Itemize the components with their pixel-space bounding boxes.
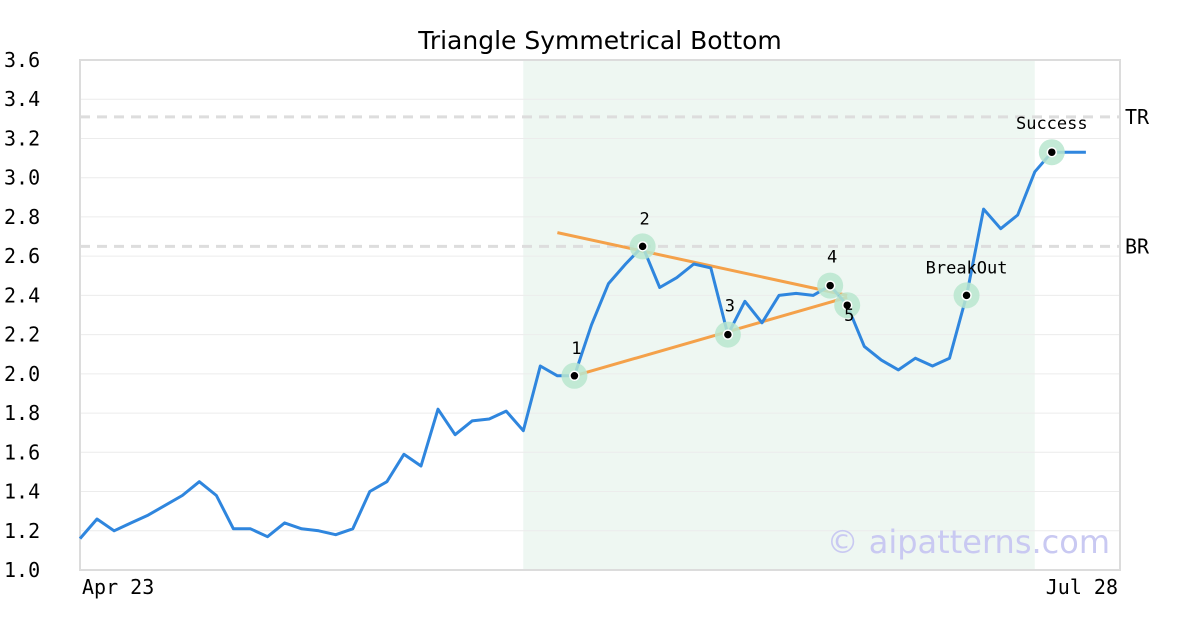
y-tick-label: 1.6 — [4, 440, 40, 464]
trendlines — [557, 231, 848, 378]
marker-point — [841, 299, 853, 311]
annotation-label: 1 — [571, 339, 581, 359]
marker-point — [722, 329, 734, 340]
y-tick-label: 3.6 — [4, 48, 40, 72]
y-tick-label: 2.4 — [4, 283, 40, 307]
y-tick-label: 2.0 — [4, 362, 40, 386]
y-tick-label: 1.0 — [4, 558, 40, 582]
marker-point — [1046, 146, 1058, 158]
plot-frame — [79, 59, 1121, 571]
x-tick-end: Jul 28 — [1046, 575, 1118, 599]
marker-point — [569, 370, 580, 382]
y-tick-label: 2.2 — [4, 323, 40, 347]
chart-title: Triangle Symmetrical Bottom — [417, 26, 782, 55]
annotation-label: 5 — [844, 306, 854, 326]
y-tick-label: 3.4 — [4, 87, 40, 111]
marker-point — [637, 241, 648, 252]
annotation-label: 4 — [827, 248, 837, 268]
pattern-region — [523, 60, 1035, 570]
level-label-tr: TR — [1125, 105, 1150, 129]
trendline-2 — [574, 295, 848, 378]
y-tick-label: 1.4 — [4, 480, 40, 504]
marker-point — [961, 290, 972, 301]
y-tick-label: 2.8 — [4, 205, 40, 229]
trendline-1 — [557, 231, 848, 297]
x-tick-start: Apr 23 — [82, 575, 154, 599]
y-tick-label: 3.0 — [4, 166, 40, 190]
y-tick-label: 2.6 — [4, 244, 40, 268]
annotation-label: BreakOut — [926, 258, 1008, 278]
y-tick-label: 3.2 — [4, 126, 40, 150]
watermark: © aipatterns.com — [827, 523, 1110, 561]
y-tick-label: 1.8 — [4, 401, 40, 425]
level-label-br: BR — [1125, 234, 1150, 258]
y-axis: 1.0 1.2 1.4 1.6 1.8 2.0 2.2 2.4 2.6 2.8 3.0 3.2 3.4 3… — [4, 48, 40, 582]
y-tick-label: 1.2 — [4, 519, 40, 543]
annotation-label: 3 — [725, 297, 735, 317]
marker-point — [824, 280, 836, 291]
annotations: 1 2 3 4 5 BreakOut Success — [561, 114, 1088, 389]
price-line — [78, 150, 1086, 540]
annotation-label: Success — [1016, 114, 1088, 134]
level-lines: TR BR — [80, 105, 1150, 258]
annotation-label: 2 — [639, 209, 649, 229]
